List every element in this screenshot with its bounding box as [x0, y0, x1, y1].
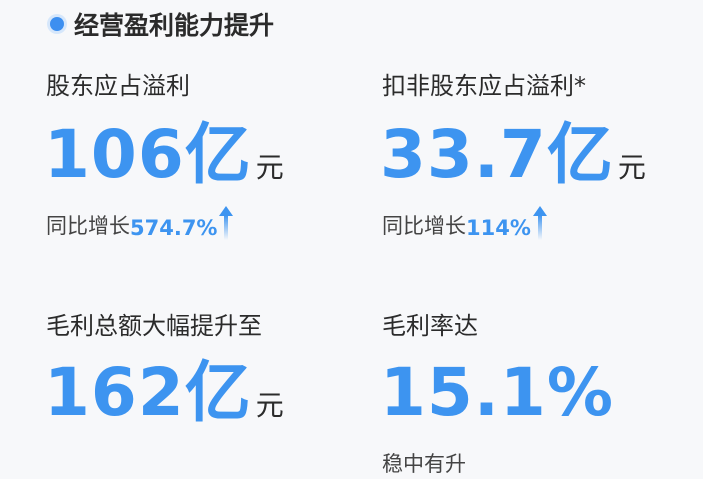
growth-value: 574.7%	[130, 216, 218, 240]
metric-label: 毛利总额大幅提升至	[46, 312, 262, 340]
value-text: 162亿	[44, 354, 252, 431]
metric-value: 162亿元	[44, 360, 285, 426]
growth-prefix: 同比增长	[382, 214, 466, 238]
unit: 元	[617, 151, 647, 184]
growth-prefix: 同比增长	[46, 214, 130, 238]
metric-label: 股东应占溢利	[46, 72, 190, 100]
metric-value: 33.7亿元	[380, 122, 647, 188]
bullet-icon	[50, 17, 64, 31]
unit: 元	[255, 151, 285, 184]
metric-label: 毛利率达	[382, 312, 478, 340]
metric-note: 稳中有升	[382, 452, 466, 476]
section-title-text: 经营盈利能力提升	[74, 11, 275, 40]
arrow-up-icon	[532, 206, 547, 240]
metric-growth: 同比增长 114%	[382, 206, 547, 240]
value-text: 106亿	[44, 116, 252, 193]
metric-value: 106亿元	[44, 122, 285, 188]
section-title: 经营盈利能力提升	[50, 6, 274, 42]
metric-value: 15.1%	[380, 354, 614, 431]
growth-value: 114%	[466, 216, 531, 240]
metric-growth: 同比增长 574.7%	[46, 206, 234, 240]
value-text: 33.7亿	[380, 116, 614, 193]
arrow-up-icon	[219, 206, 234, 240]
unit: 元	[255, 389, 285, 422]
metric-label: 扣非股东应占溢利*	[382, 72, 586, 100]
